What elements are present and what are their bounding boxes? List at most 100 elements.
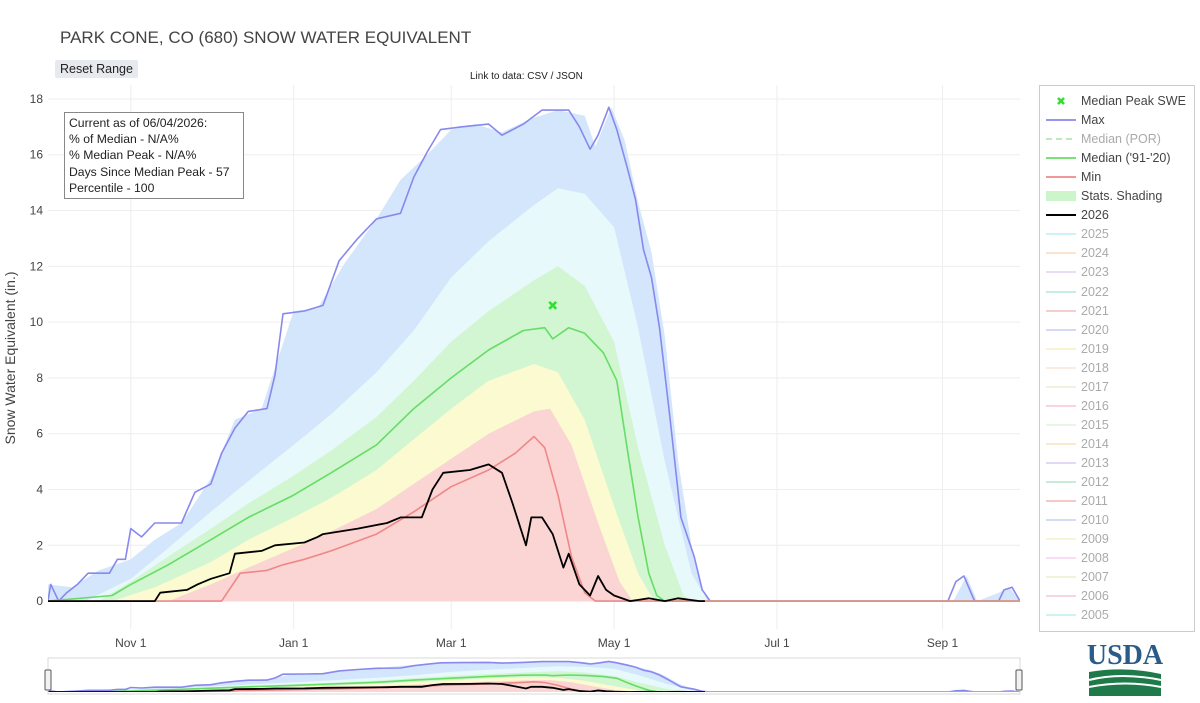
legend-label: 2021 <box>1081 303 1109 318</box>
legend-item-median-peak-swe[interactable]: Median Peak SWE <box>1040 92 1194 111</box>
legend-label: 2014 <box>1081 436 1109 451</box>
legend-item-2026[interactable]: 2026 <box>1040 206 1194 225</box>
legend-label: 2018 <box>1081 360 1109 375</box>
legend-swatch <box>1046 519 1076 521</box>
range-slider-right-handle[interactable] <box>1015 669 1023 691</box>
series-line-median-91-20[interactable] <box>48 326 1020 602</box>
chart-legend: Median Peak SWE Max Median (POR) Median ('9… <box>1039 85 1195 632</box>
median-peak-marker[interactable] <box>548 300 558 310</box>
legend-item-2025[interactable]: 2025 <box>1040 225 1194 244</box>
reset-range-button[interactable]: Reset Range <box>55 60 138 78</box>
legend-label: 2015 <box>1081 417 1109 432</box>
legend-item-2010[interactable]: 2010 <box>1040 511 1194 530</box>
legend-label: 2026 <box>1081 208 1109 223</box>
usda-logo-text: USDA <box>1087 640 1164 671</box>
legend-label: 2005 <box>1081 608 1109 623</box>
legend-label: Median (POR) <box>1081 132 1161 147</box>
series-line-max[interactable] <box>48 106 1020 602</box>
legend-item-median-por[interactable]: Median (POR) <box>1040 130 1194 149</box>
legend-item-2013[interactable]: 2013 <box>1040 454 1194 473</box>
legend-label: Median ('91-'20) <box>1081 151 1171 166</box>
legend-item-max[interactable]: Max <box>1040 111 1194 130</box>
legend-item-stats-shading[interactable]: Stats. Shading <box>1040 187 1194 206</box>
x-tick-label: Jul 1 <box>764 636 790 650</box>
y-tick-label: 4 <box>36 483 43 497</box>
legend-label: 2007 <box>1081 570 1109 585</box>
y-axis-ticks: 0 2 4 6 8 10 12 14 16 18 <box>30 92 44 608</box>
x-tick-label: Mar 1 <box>436 636 467 650</box>
y-tick-label: 6 <box>36 427 43 441</box>
legend-swatch <box>1046 538 1076 541</box>
x-tick-label: Nov 1 <box>115 636 147 650</box>
y-tick-label: 8 <box>36 371 43 385</box>
legend-item-median-91-20[interactable]: Median ('91-'20) <box>1040 149 1194 168</box>
legend-item-2012[interactable]: 2012 <box>1040 473 1194 492</box>
legend-item-2008[interactable]: 2008 <box>1040 549 1194 568</box>
chart-title: PARK CONE, CO (680) SNOW WATER EQUIVALEN… <box>60 28 471 47</box>
legend-swatch <box>1046 347 1076 350</box>
status-line: % of Median - N/A% <box>69 132 179 147</box>
range-slider-left-handle[interactable] <box>44 669 52 691</box>
legend-item-2005[interactable]: 2005 <box>1040 606 1194 625</box>
legend-swatch <box>1046 557 1076 560</box>
legend-swatch <box>1046 271 1076 274</box>
y-axis-title: Snow Water Equivalent (in.) <box>2 272 18 445</box>
legend-swatch <box>1046 119 1076 121</box>
legend-label: 2013 <box>1081 455 1109 470</box>
legend-item-2006[interactable]: 2006 <box>1040 587 1194 606</box>
x-tick-label: Sep 1 <box>927 636 959 650</box>
legend-label: 2023 <box>1081 265 1109 280</box>
legend-swatch <box>1046 481 1076 483</box>
y-tick-label: 0 <box>36 594 43 608</box>
legend-swatch <box>1046 309 1076 312</box>
legend-item-2015[interactable]: 2015 <box>1040 416 1194 435</box>
status-line: Percentile - 100 <box>69 180 155 195</box>
legend-item-2023[interactable]: 2023 <box>1040 263 1194 282</box>
legend-item-min[interactable]: Min <box>1040 168 1194 187</box>
legend-item-2016[interactable]: 2016 <box>1040 397 1194 416</box>
legend-item-2019[interactable]: 2019 <box>1040 340 1194 359</box>
legend-label: 2022 <box>1081 284 1109 299</box>
x-tick-label: Jan 1 <box>279 636 309 650</box>
stats-shading-bands <box>48 107 1020 602</box>
y-tick-label: 16 <box>30 148 44 162</box>
mini-series-line-median-91-20 <box>48 674 1020 692</box>
legend-swatch <box>1046 614 1076 617</box>
legend-item-2022[interactable]: 2022 <box>1040 283 1194 302</box>
legend-item-2018[interactable]: 2018 <box>1040 359 1194 378</box>
legend-item-2009[interactable]: 2009 <box>1040 530 1194 549</box>
mini-series-line-2026 <box>48 682 705 692</box>
legend-item-2024[interactable]: 2024 <box>1040 244 1194 263</box>
legend-swatch <box>1046 157 1076 160</box>
legend-label: Max <box>1081 113 1105 128</box>
legend-swatch <box>1046 191 1076 202</box>
legend-swatch <box>1046 233 1076 236</box>
legend-swatch <box>1046 214 1076 217</box>
legend-label: 2010 <box>1081 513 1109 528</box>
series-line-2026[interactable] <box>48 463 705 602</box>
series-line-min[interactable] <box>48 435 1020 602</box>
band-min-30 <box>48 408 711 602</box>
current-status-box: Current as of 06/04/2026: % of Median - … <box>64 112 244 200</box>
legend-label: 2020 <box>1081 322 1109 337</box>
legend-item-2007[interactable]: 2007 <box>1040 568 1194 587</box>
legend-item-2017[interactable]: 2017 <box>1040 378 1194 397</box>
range-slider-preview[interactable] <box>48 660 1020 692</box>
legend-item-2014[interactable]: 2014 <box>1040 435 1194 454</box>
legend-item-2011[interactable]: 2011 <box>1040 492 1194 511</box>
legend-label: 2025 <box>1081 227 1109 242</box>
legend-swatch <box>1046 290 1076 293</box>
legend-item-2020[interactable]: 2020 <box>1040 321 1194 340</box>
legend-label: 2012 <box>1081 475 1109 489</box>
legend-item-2021[interactable]: 2021 <box>1040 302 1194 321</box>
legend-swatch <box>1046 462 1076 464</box>
legend-label: Stats. Shading <box>1081 189 1163 204</box>
y-tick-label: 10 <box>30 315 44 329</box>
status-line: % Median Peak - N/A% <box>69 148 197 163</box>
legend-swatch <box>1046 500 1076 502</box>
legend-label: 2009 <box>1081 532 1109 547</box>
usda-logo: USDA <box>1085 640 1165 698</box>
data-link[interactable]: Link to data: CSV / JSON <box>470 71 583 82</box>
legend-label: 2017 <box>1081 379 1109 394</box>
